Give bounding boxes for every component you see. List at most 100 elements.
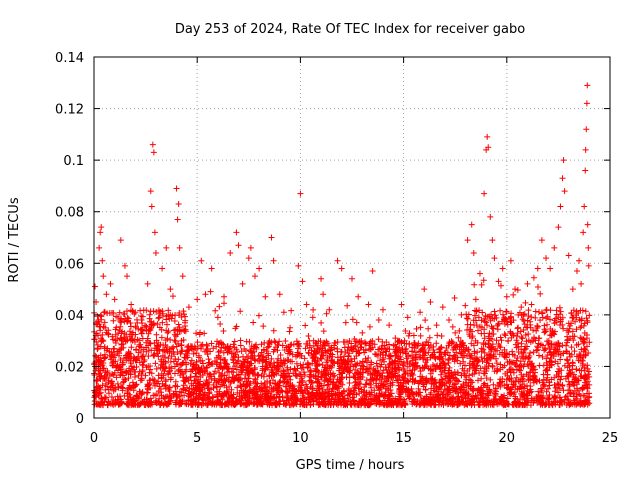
dense-data-point xyxy=(96,390,103,397)
dense-data-point xyxy=(440,359,447,366)
dense-data-point xyxy=(281,346,288,353)
dense-data-point xyxy=(173,391,180,398)
dense-data-point xyxy=(375,336,382,343)
data-point xyxy=(484,133,491,140)
dense-data-point xyxy=(273,401,280,408)
y-tick-label: 0.04 xyxy=(55,309,84,324)
dense-data-point xyxy=(319,390,326,397)
dense-data-point xyxy=(385,385,392,392)
dense-data-point xyxy=(318,319,325,326)
dense-data-point xyxy=(490,331,497,338)
dense-data-point xyxy=(133,347,140,354)
dense-data-point xyxy=(584,378,591,385)
dense-data-point xyxy=(108,380,115,387)
dense-data-point xyxy=(355,370,362,377)
dense-data-point xyxy=(333,379,340,386)
dense-data-point xyxy=(426,396,433,403)
dense-data-point xyxy=(463,376,470,383)
dense-data-point xyxy=(458,394,465,401)
data-point xyxy=(582,146,589,153)
dense-data-point xyxy=(427,342,434,349)
dense-data-point xyxy=(117,335,124,342)
dense-data-point xyxy=(415,342,422,349)
dense-data-point xyxy=(518,390,525,397)
dense-data-point xyxy=(535,340,542,347)
dense-data-point xyxy=(187,360,194,367)
dense-data-point xyxy=(221,300,228,307)
dense-data-point xyxy=(181,354,188,361)
dense-data-point xyxy=(112,351,119,358)
dense-data-point xyxy=(139,335,146,342)
dense-data-point xyxy=(306,373,313,380)
dense-data-point xyxy=(480,341,487,348)
dense-data-point xyxy=(398,358,405,365)
dense-data-point xyxy=(302,322,309,329)
dense-data-point xyxy=(351,335,358,342)
data-point xyxy=(148,203,155,210)
dense-data-point xyxy=(171,351,178,358)
dense-data-point xyxy=(392,395,399,402)
dense-data-point xyxy=(335,385,342,392)
dense-data-point xyxy=(400,396,407,403)
dense-data-point xyxy=(507,329,514,336)
dense-data-point xyxy=(175,401,182,408)
dense-data-point xyxy=(198,402,205,409)
dense-data-point xyxy=(168,315,175,322)
dense-data-point xyxy=(488,335,495,342)
data-point xyxy=(326,306,333,313)
dense-data-point xyxy=(461,367,468,374)
dense-data-point xyxy=(528,314,535,321)
dense-data-point xyxy=(539,310,546,317)
dense-data-point xyxy=(520,327,527,334)
dense-data-point xyxy=(568,351,575,358)
dense-data-point xyxy=(499,393,506,400)
dense-data-point xyxy=(514,330,521,337)
data-point xyxy=(417,309,424,316)
data-point xyxy=(117,237,124,244)
dense-data-point xyxy=(422,376,429,383)
dense-data-point xyxy=(503,308,510,315)
dense-data-point xyxy=(111,398,118,405)
dense-data-point xyxy=(417,368,424,375)
dense-data-point xyxy=(392,370,399,377)
dense-data-point xyxy=(368,384,375,391)
dense-data-point xyxy=(309,385,316,392)
dense-data-point xyxy=(188,401,195,408)
dense-data-point xyxy=(267,394,274,401)
dense-data-point xyxy=(242,364,249,371)
dense-data-point xyxy=(252,386,259,393)
dense-data-point xyxy=(296,343,303,350)
dense-data-point xyxy=(417,354,424,361)
dense-data-point xyxy=(495,382,502,389)
data-point xyxy=(560,157,567,164)
dense-data-point xyxy=(417,324,424,331)
dense-data-point xyxy=(516,385,523,392)
dense-data-point xyxy=(101,373,108,380)
dense-data-point xyxy=(564,339,571,346)
y-tick-label: 0.06 xyxy=(55,257,84,272)
dense-data-point xyxy=(497,376,504,383)
dense-data-point xyxy=(423,357,430,364)
dense-data-point xyxy=(105,390,112,397)
dense-data-point xyxy=(225,348,232,355)
dense-data-point xyxy=(146,381,153,388)
dense-data-point xyxy=(521,346,528,353)
dense-data-point xyxy=(153,331,160,338)
dense-data-point xyxy=(573,326,580,333)
dense-data-point xyxy=(147,327,154,334)
dense-data-point xyxy=(416,389,423,396)
dense-data-point xyxy=(464,315,471,322)
dense-data-point xyxy=(287,402,294,409)
dense-data-point xyxy=(537,317,544,324)
dense-data-point xyxy=(360,398,367,405)
dense-data-point xyxy=(481,349,488,356)
dense-data-point xyxy=(420,383,427,390)
dense-data-point xyxy=(510,291,517,298)
dense-data-point xyxy=(434,332,441,339)
dense-data-point xyxy=(534,346,541,353)
dense-data-point xyxy=(456,346,463,353)
dense-data-point xyxy=(481,355,488,362)
dense-data-point xyxy=(557,398,564,405)
dense-data-point xyxy=(513,374,520,381)
dense-data-point xyxy=(521,321,528,328)
